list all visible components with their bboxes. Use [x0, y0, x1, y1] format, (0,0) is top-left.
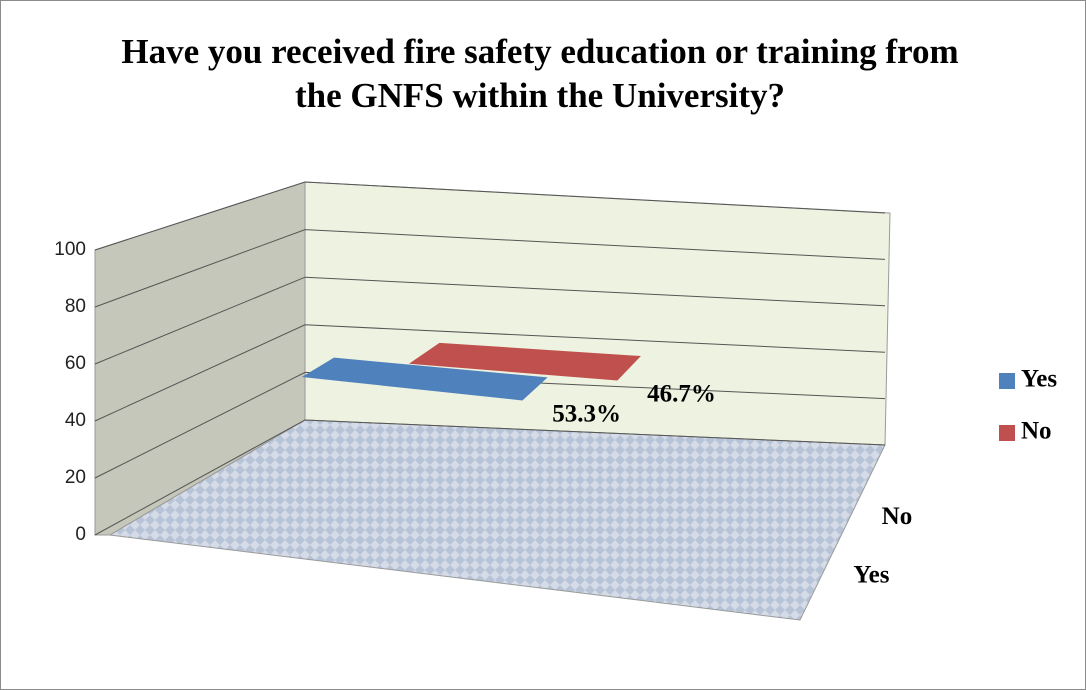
- y-tick-label: 60: [65, 353, 86, 374]
- y-tick-label: 40: [65, 410, 86, 431]
- legend-label: Yes: [1021, 366, 1057, 393]
- legend-label: No: [1021, 418, 1052, 445]
- grid-line: [94, 324, 886, 422]
- grid-line: [94, 229, 886, 308]
- grid-line: [94, 276, 886, 365]
- y-tick-label: 0: [75, 524, 86, 545]
- depth-tick-label: Yes: [853, 561, 889, 588]
- chart-title: Have you received fire safety education …: [121, 32, 959, 115]
- legend-swatch: [999, 425, 1015, 441]
- ribbon: [408, 342, 641, 381]
- data-label: 53.3%: [552, 401, 621, 428]
- data-label: 46.7%: [647, 381, 716, 408]
- y-tick-label: 20: [65, 467, 86, 488]
- grid-line: [94, 181, 886, 251]
- grid-line: [94, 419, 886, 536]
- ribbon: [301, 357, 548, 401]
- y-tick-label: 100: [54, 239, 86, 260]
- grid-line: [94, 371, 886, 479]
- depth-tick-label: No: [882, 503, 913, 530]
- y-tick-label: 80: [65, 296, 86, 317]
- legend-swatch: [999, 373, 1015, 389]
